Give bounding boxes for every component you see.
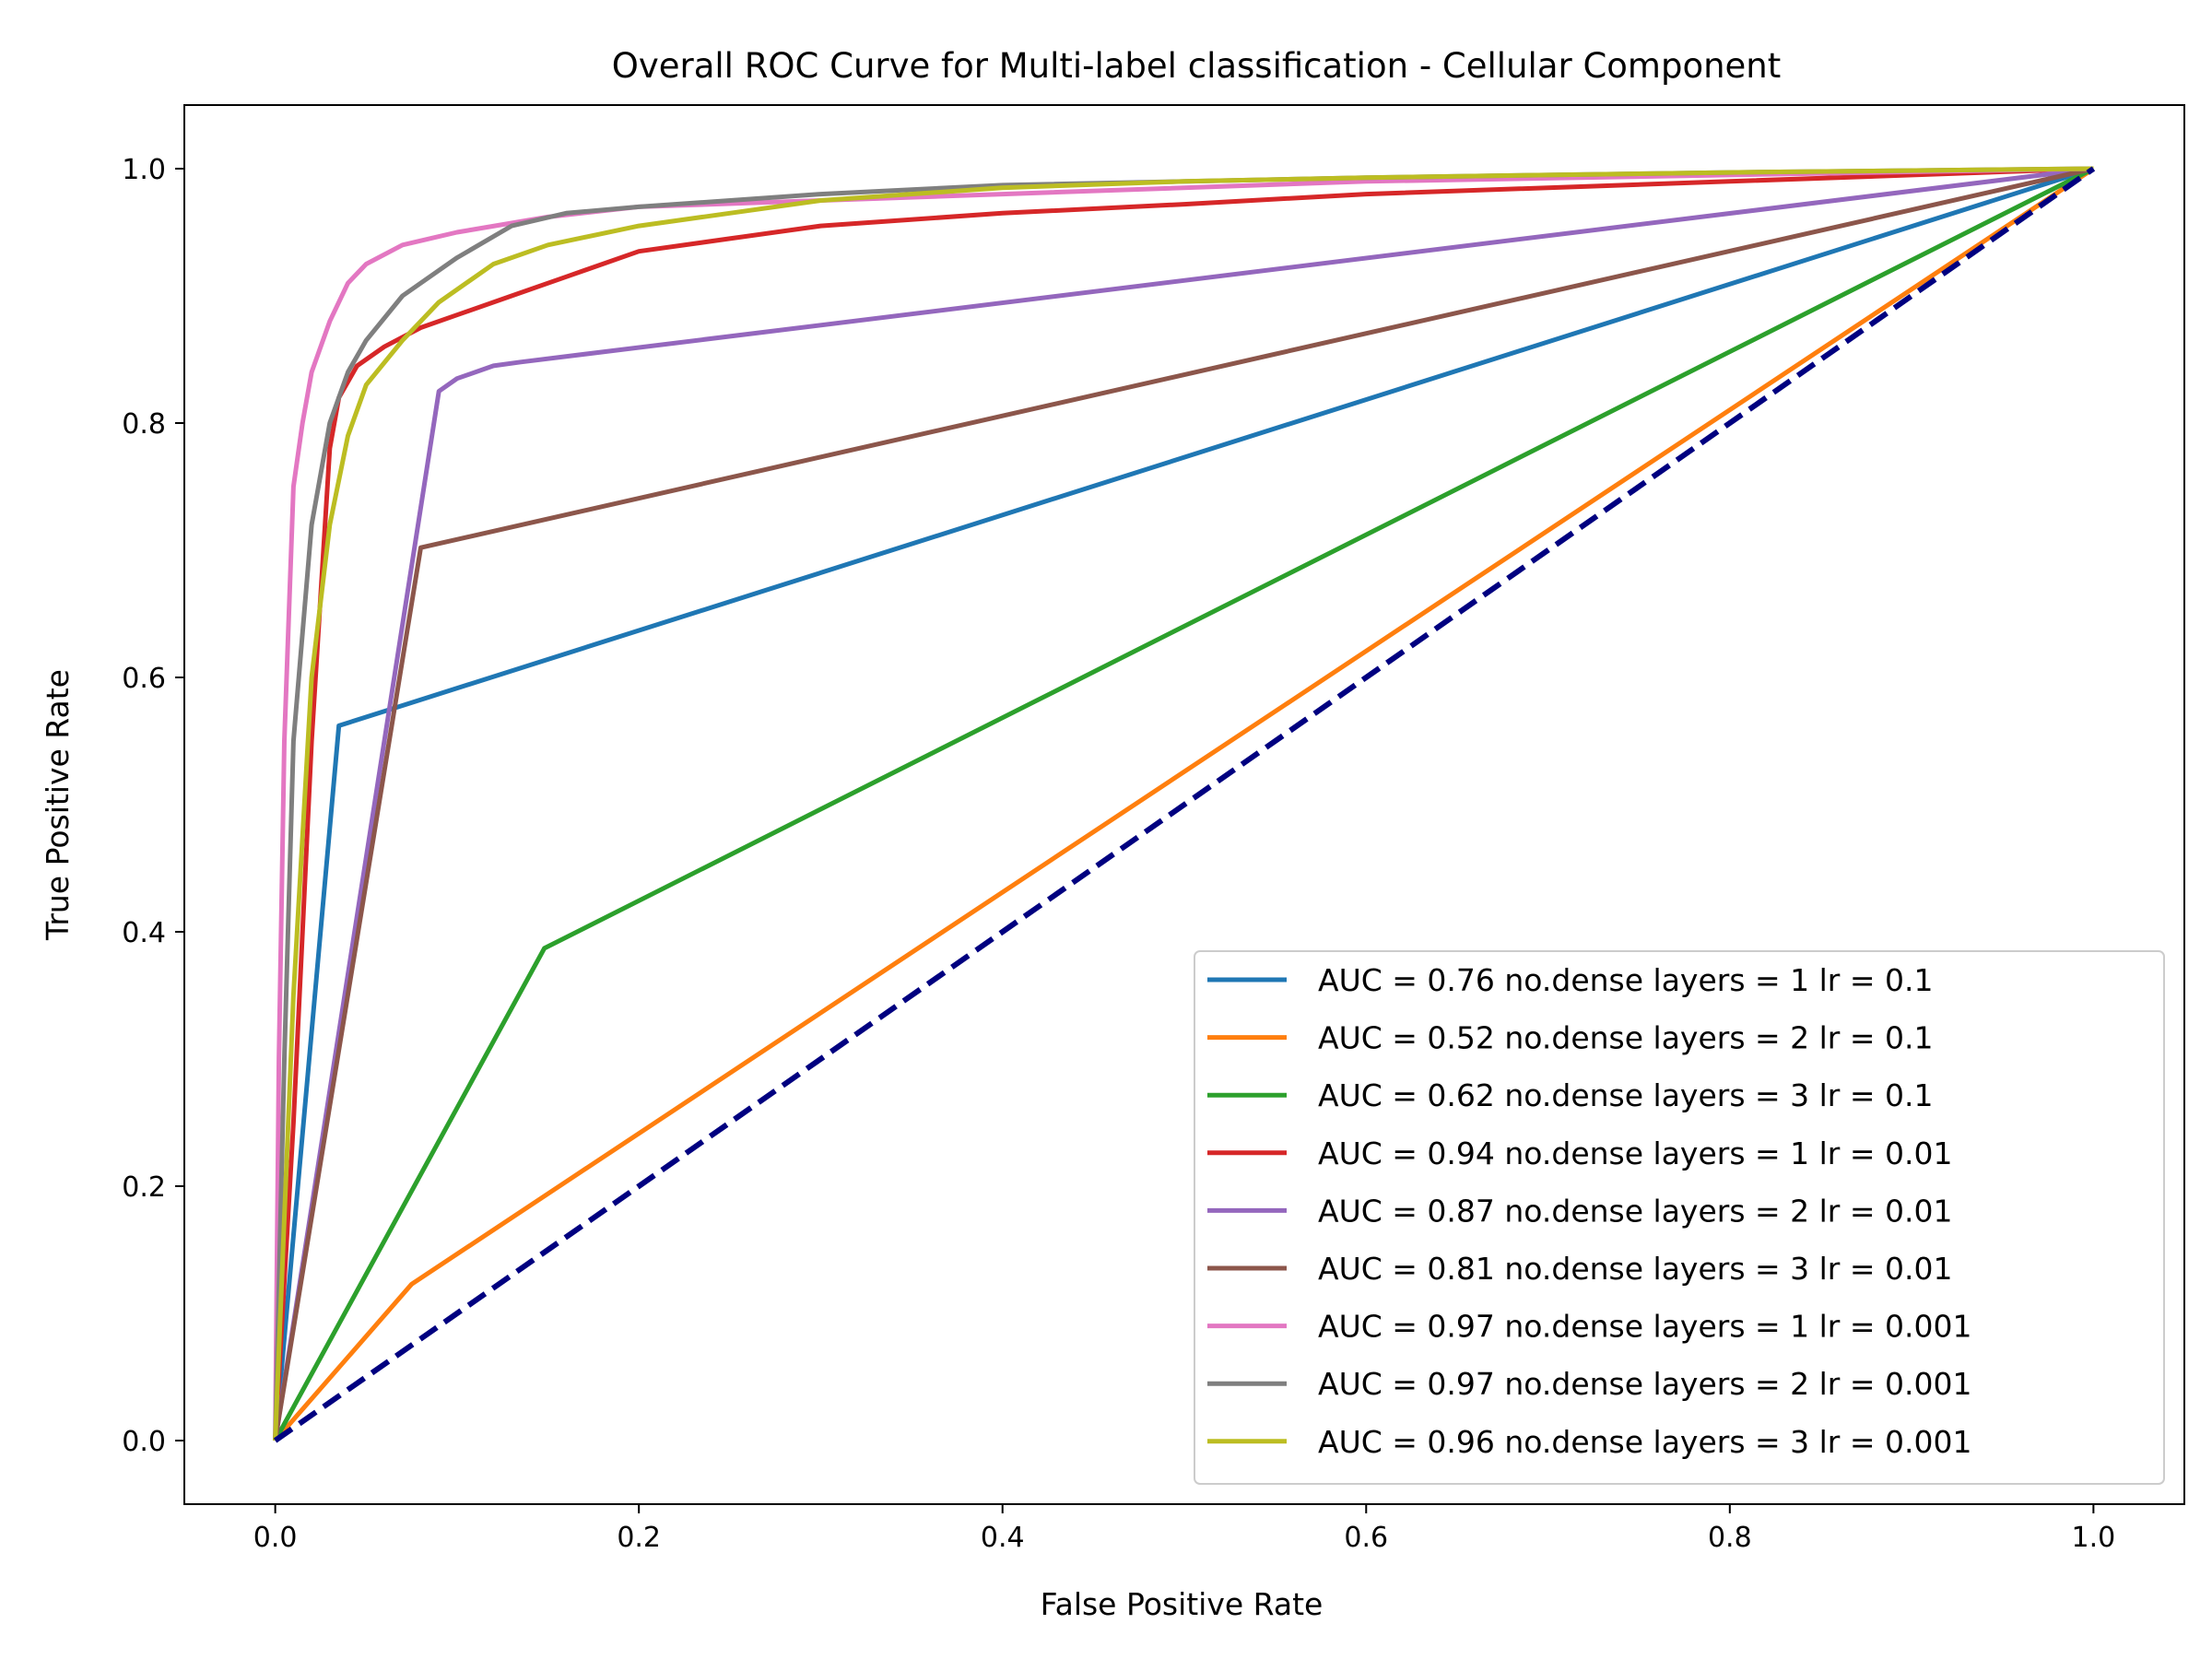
series-line-9 [273, 166, 2094, 1441]
x-tick-label: 0.2 [617, 1522, 661, 1554]
legend-label-5: AUC = 0.87 no.dense layers = 2 lr = 0.01 [1318, 1193, 1952, 1229]
series-layer [273, 166, 2096, 1443]
x-tick-label: 1.0 [2072, 1522, 2116, 1554]
legend-label-1: AUC = 0.76 no.dense layers = 1 lr = 0.1 [1318, 962, 1933, 998]
y-tick-label: 0.2 [122, 1171, 166, 1204]
legend: AUC = 0.76 no.dense layers = 1 lr = 0.1 A… [1194, 950, 2165, 1485]
legend-label-4: AUC = 0.94 no.dense layers = 1 lr = 0.01 [1318, 1135, 1952, 1171]
series-line-1 [273, 166, 2095, 1441]
x-tick-label: 0.8 [1708, 1522, 1752, 1554]
y-axis-label: True Positive Rate [40, 669, 76, 941]
x-tick-label: 0.0 [253, 1522, 298, 1554]
legend-label-7: AUC = 0.97 no.dense layers = 1 lr = 0.00… [1318, 1309, 1971, 1345]
y-axis: 0.0 0.2 0.4 0.6 0.8 1.0 [122, 154, 184, 1458]
legend-label-3: AUC = 0.62 no.dense layers = 3 lr = 0.1 [1318, 1077, 1933, 1113]
series-line-7 [273, 166, 2094, 1441]
x-tick-label: 0.4 [981, 1522, 1025, 1554]
x-axis: 0.0 0.2 0.4 0.6 0.8 1.0 [253, 1504, 2115, 1554]
legend-label-6: AUC = 0.81 no.dense layers = 3 lr = 0.01 [1318, 1251, 1952, 1287]
legend-label-2: AUC = 0.52 no.dense layers = 2 lr = 0.1 [1318, 1020, 1933, 1056]
legend-label-8: AUC = 0.97 no.dense layers = 2 lr = 0.00… [1318, 1366, 1971, 1402]
series-line-5 [273, 166, 2094, 1441]
y-tick-label: 0.0 [122, 1426, 166, 1458]
chance-diagonal-line [273, 166, 2096, 1443]
chart-title: Overall ROC Curve for Multi-label classi… [612, 46, 1782, 86]
legend-frame [1194, 950, 2165, 1485]
series-line-6 [273, 166, 2094, 1441]
series-line-4 [273, 166, 2094, 1441]
x-tick-label: 0.6 [1344, 1522, 1388, 1554]
x-axis-label: False Positive Rate [1041, 1586, 1324, 1622]
series-line-2 [273, 166, 2095, 1442]
plot-area [183, 104, 2185, 1505]
series-line-3 [273, 166, 2095, 1442]
y-tick-label: 0.6 [122, 663, 166, 695]
y-tick-label: 0.4 [122, 917, 166, 949]
legend-label-9: AUC = 0.96 no.dense layers = 3 lr = 0.00… [1318, 1424, 1971, 1460]
y-tick-label: 0.8 [122, 408, 166, 441]
plot-frame [183, 104, 2185, 1505]
y-tick-label: 1.0 [122, 154, 166, 186]
